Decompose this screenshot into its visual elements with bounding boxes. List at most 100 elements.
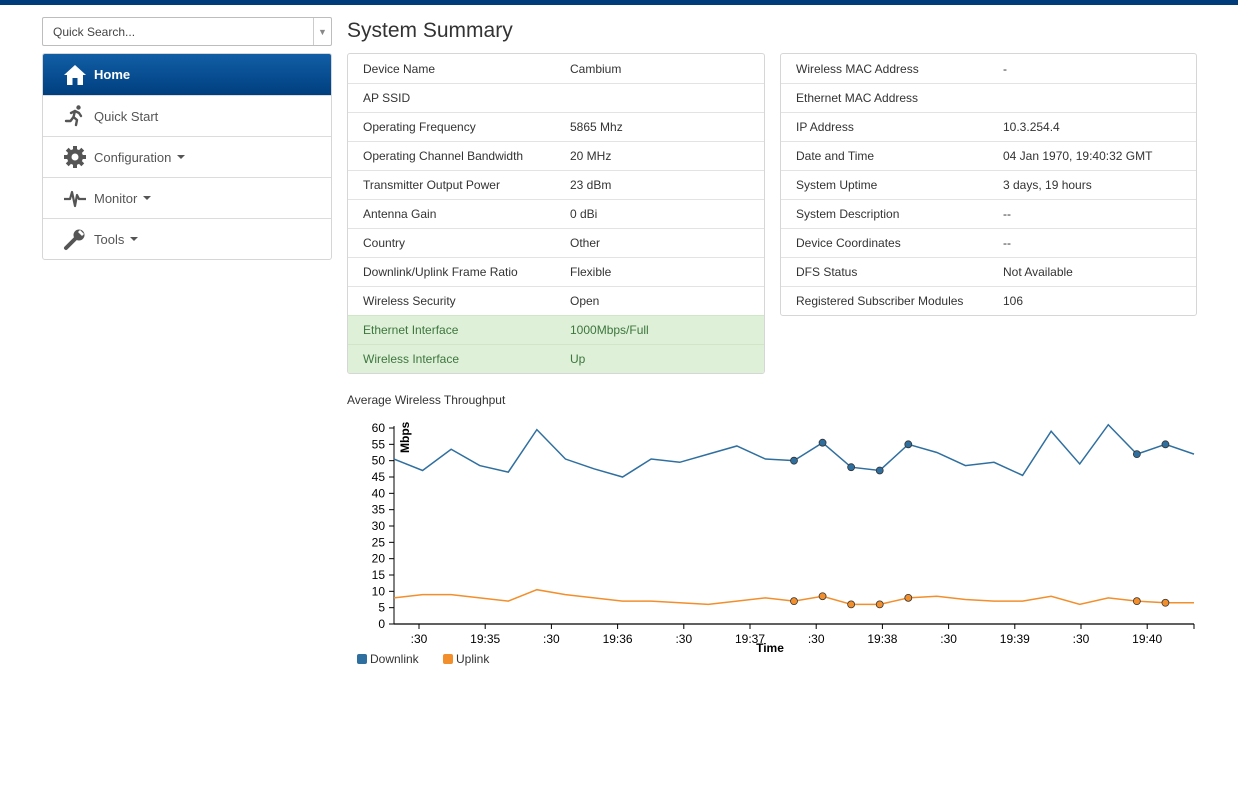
quick-search-input[interactable] xyxy=(43,18,315,45)
table-row: Device Coordinates -- xyxy=(781,228,1196,257)
row-label: Date and Time xyxy=(796,149,875,163)
data-point-uplink xyxy=(847,600,856,609)
row-label: Ethernet Interface xyxy=(363,323,459,337)
sidebar-item-label: Tools xyxy=(94,231,125,247)
row-label: Downlink/Uplink Frame Ratio xyxy=(363,265,518,279)
data-point-uplink xyxy=(1132,597,1141,606)
table-row: Registered Subscriber Modules 106 xyxy=(781,286,1196,315)
y-tick-label: 0 xyxy=(378,617,385,631)
data-point-uplink xyxy=(818,592,827,601)
row-value: Not Available xyxy=(1003,265,1073,279)
row-label: Device Name xyxy=(363,61,436,76)
row-label: Country xyxy=(363,236,406,250)
gear-icon xyxy=(63,145,87,169)
row-label: AP SSID xyxy=(363,91,411,105)
table-row: Operating Channel Bandwidth 20 MHz xyxy=(348,141,764,170)
table-row: Date and Time 04 Jan 1970, 19:40:32 GMT xyxy=(781,141,1196,170)
top-bar xyxy=(0,0,1238,5)
x-tick-label: 19:35 xyxy=(470,632,500,646)
legend-label-downlink: Downlink xyxy=(370,652,420,666)
x-tick-label: :30 xyxy=(411,632,428,646)
row-label: Wireless MAC Address xyxy=(796,61,919,76)
quick-search-combobox[interactable]: ▼ xyxy=(42,17,332,46)
x-tick-label: :30 xyxy=(1073,632,1090,646)
table-row: DFS Status Not Available xyxy=(781,257,1196,286)
row-label: DFS Status xyxy=(796,265,858,279)
home-icon xyxy=(63,63,87,87)
data-point-downlink xyxy=(904,440,913,449)
data-point-downlink xyxy=(847,463,856,472)
sidebar-nav: Home Quick Start xyxy=(42,53,332,260)
row-value: 0 dBi xyxy=(570,207,598,221)
row-label: System Uptime xyxy=(796,178,878,192)
data-point-downlink xyxy=(818,438,827,447)
table-row: Downlink/Uplink Frame Ratio Flexible xyxy=(348,257,764,286)
caret-down-icon xyxy=(143,196,152,200)
system-summary-right-table: Wireless MAC Address - Ethernet MAC Addre… xyxy=(780,53,1197,316)
data-point-uplink xyxy=(1161,598,1170,607)
legend-swatch-downlink xyxy=(357,654,367,664)
data-point-uplink xyxy=(790,597,798,606)
sidebar-item-quick-start[interactable]: Quick Start xyxy=(43,95,331,136)
row-label: Device Coordinates xyxy=(796,236,901,250)
row-value: 10.3.254.4 xyxy=(1003,120,1060,134)
y-tick-label: 40 xyxy=(372,486,386,500)
row-label: System Description xyxy=(796,207,900,221)
y-axis-label: Mbps xyxy=(398,421,412,453)
row-label: Antenna Gain xyxy=(363,207,437,221)
data-point-uplink xyxy=(904,593,913,602)
data-point-downlink xyxy=(875,466,884,475)
table-row-status-ok: Wireless Interface Up xyxy=(348,344,764,373)
pulse-icon xyxy=(63,186,87,210)
table-row: System Description -- xyxy=(781,199,1196,228)
chart-title: Average Wireless Throughput xyxy=(347,393,506,407)
y-tick-label: 20 xyxy=(372,552,386,566)
row-value: -- xyxy=(1003,207,1011,221)
table-row: Transmitter Output Power 23 dBm xyxy=(348,170,764,199)
x-tick-label: 19:39 xyxy=(1000,632,1030,646)
dropdown-arrow-icon[interactable]: ▼ xyxy=(313,18,331,45)
row-value: Open xyxy=(570,294,600,308)
x-tick-label: :30 xyxy=(543,632,560,646)
sidebar-item-monitor[interactable]: Monitor xyxy=(43,177,331,218)
legend-swatch-uplink xyxy=(443,654,453,664)
row-label: Wireless Security xyxy=(363,294,456,308)
row-label: Wireless Interface xyxy=(363,352,460,366)
sidebar-item-label: Quick Start xyxy=(94,108,159,124)
row-value: - xyxy=(1003,61,1007,76)
sidebar-item-label: Monitor xyxy=(94,190,138,206)
y-tick-label: 10 xyxy=(372,584,386,598)
y-tick-label: 15 xyxy=(372,568,386,582)
sidebar-item-configuration[interactable]: Configuration xyxy=(43,136,331,177)
row-value: 20 MHz xyxy=(570,149,612,163)
x-tick-label: :30 xyxy=(675,632,692,646)
table-row: Antenna Gain 0 dBi xyxy=(348,199,764,228)
x-tick-label: :30 xyxy=(808,632,825,646)
throughput-chart: 0 5 10 15 20 25 30 35 40 45 50 55 60 Mbps:30 19:35:30 1… xyxy=(347,415,1207,673)
sidebar-item-tools[interactable]: Tools xyxy=(43,218,331,259)
row-value: Cambium xyxy=(570,61,622,76)
sidebar-item-label: Configuration xyxy=(94,149,172,165)
y-tick-label: 30 xyxy=(372,519,386,533)
data-point-downlink xyxy=(1132,450,1141,459)
row-value: 106 xyxy=(1003,294,1024,308)
system-summary-left-table: Device Name Cambium AP SSID Operating Fre… xyxy=(347,53,765,374)
sidebar-item-home[interactable]: Home xyxy=(43,54,331,95)
row-value: Up xyxy=(570,352,586,366)
caret-down-icon xyxy=(130,237,139,241)
caret-down-icon xyxy=(177,155,186,159)
throughput-chart-svg: 0 5 10 15 20 25 30 35 40 45 50 55 60 Mbps:30 19:35:30 1… xyxy=(357,421,1195,666)
x-tick-label: 19:37 xyxy=(735,632,765,646)
row-label: IP Address xyxy=(796,120,854,134)
y-tick-label: 35 xyxy=(372,503,386,517)
table-row: Wireless Security Open xyxy=(348,286,764,315)
row-value: Flexible xyxy=(570,265,612,279)
x-tick-label: 19:40 xyxy=(1132,632,1162,646)
series-line-downlink xyxy=(393,423,1195,478)
row-value: 23 dBm xyxy=(570,178,612,192)
row-value: Other xyxy=(570,236,601,250)
table-row: Country Other xyxy=(348,228,764,257)
running-person-icon xyxy=(63,104,87,128)
legend-label-uplink: Uplink xyxy=(456,652,490,666)
page-title: System Summary xyxy=(347,19,513,42)
